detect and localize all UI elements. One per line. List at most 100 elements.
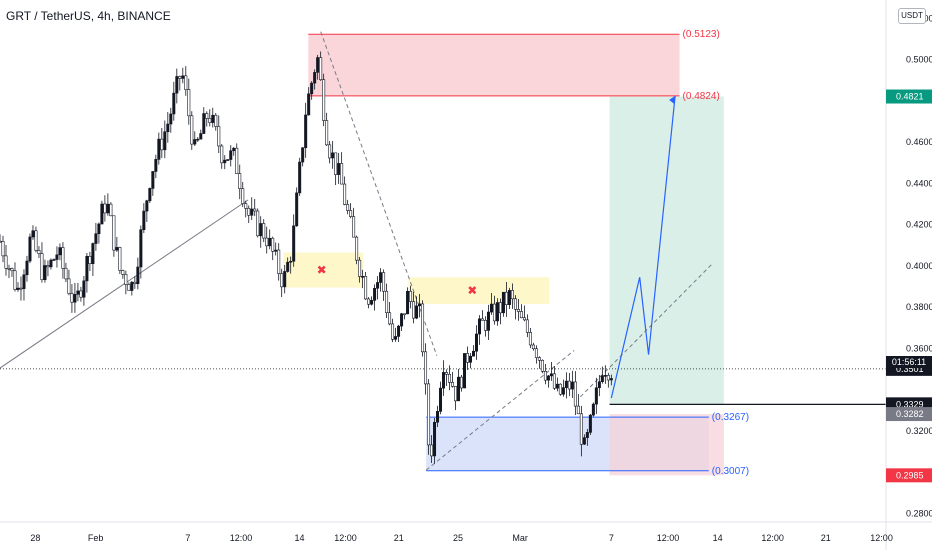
candle-body	[409, 290, 413, 302]
candle-body	[543, 371, 547, 381]
candle-body	[7, 268, 11, 270]
candle-body	[567, 380, 571, 390]
time-tick-label: 25	[453, 533, 463, 543]
candle-body	[370, 300, 374, 305]
candle-body	[241, 188, 245, 204]
candle-body	[166, 123, 170, 133]
projection-path	[610, 95, 676, 399]
candle-body	[424, 351, 428, 385]
candle-body	[367, 298, 371, 305]
price-tick-label: 0.4200	[906, 220, 932, 230]
candle-body	[588, 414, 592, 433]
candle-body	[217, 126, 221, 147]
candle-body	[376, 282, 380, 289]
candle-body	[307, 93, 311, 116]
symbol-title[interactable]: GRT / TetherUS, 4h, BINANCE	[6, 9, 171, 23]
candle-body	[489, 303, 493, 313]
candle-body	[55, 254, 59, 260]
candle-body	[397, 325, 401, 337]
candle-body	[585, 432, 589, 438]
time-tick-label: 21	[821, 533, 831, 543]
candle-body	[280, 273, 284, 288]
candle-body	[199, 133, 203, 140]
candle-body	[561, 387, 565, 395]
candle-body	[516, 308, 520, 312]
candle-body	[136, 266, 140, 285]
price-label-3: 0.3282	[896, 409, 924, 419]
candle-body	[439, 387, 443, 412]
price-tick-label: 0.5000	[906, 55, 932, 65]
candle-body	[268, 237, 272, 247]
time-tick-label: 28	[30, 533, 40, 543]
candle-body	[358, 259, 362, 277]
candle-body	[211, 114, 215, 123]
candle-body	[486, 311, 490, 331]
candle-body	[19, 287, 23, 290]
candle-body	[355, 236, 359, 261]
zones-layer: (0.5123) (0.4824) (0.3267) (0.3007)	[283, 29, 749, 477]
candle-body	[603, 375, 607, 377]
candle-body	[298, 161, 302, 194]
candle-body	[151, 171, 155, 189]
price-tick-label: 0.3600	[906, 343, 932, 353]
candle-body	[448, 373, 452, 383]
candle-body	[555, 383, 559, 389]
candle-body	[253, 208, 257, 212]
candle-body	[343, 183, 347, 205]
candle-body	[316, 57, 320, 73]
candle-body	[0, 240, 2, 243]
candle-body	[10, 268, 14, 272]
candle-body	[528, 332, 532, 346]
candle-body	[513, 298, 517, 310]
price-label-2: 0.3329	[896, 399, 924, 409]
time-tick-label: Mar	[512, 533, 528, 543]
candle-body	[436, 411, 440, 423]
candle-body	[160, 138, 164, 151]
candle-body	[94, 233, 98, 244]
candle-body	[76, 290, 80, 295]
candle-body	[256, 210, 260, 237]
price-tick-label: 0.3200	[906, 426, 932, 436]
candle-body	[283, 271, 287, 288]
candle-body	[477, 318, 481, 335]
candle-body	[232, 147, 236, 152]
candle-body	[337, 163, 341, 175]
candle-body	[106, 203, 110, 214]
price-tick-label: 0.2800	[906, 508, 932, 518]
candle-body	[274, 249, 278, 252]
candle-body	[582, 437, 586, 445]
candle-body	[91, 243, 95, 264]
candle-body	[525, 319, 529, 333]
candle-body	[205, 113, 209, 119]
candle-body	[304, 114, 308, 149]
candle-body	[594, 387, 598, 405]
currency-badge[interactable]: USDT	[898, 8, 926, 24]
candle-body	[427, 383, 431, 446]
time-tick-label: 12:00	[870, 533, 893, 543]
candle-body	[49, 259, 53, 268]
trendline-2	[425, 350, 575, 471]
level-label-0: (0.5123)	[683, 29, 720, 40]
candle-body	[190, 115, 194, 145]
candle-body	[495, 302, 499, 322]
candle-body	[373, 287, 377, 301]
candle-body	[67, 278, 71, 294]
candle-body	[28, 236, 32, 262]
candle-body	[289, 260, 293, 263]
price-label-0: 0.4821	[896, 92, 924, 102]
candle-body	[552, 373, 556, 389]
time-tick-label: 12:00	[657, 533, 680, 543]
candle-body	[498, 302, 502, 314]
candle-body	[597, 381, 601, 389]
candle-body	[4, 255, 8, 269]
candle-body	[193, 139, 197, 145]
candle-body	[88, 255, 92, 264]
candle-body	[457, 376, 461, 402]
price-label-box	[886, 89, 932, 104]
candle-body	[573, 381, 577, 407]
candle-body	[537, 357, 541, 361]
candle-body	[418, 303, 422, 307]
candle-body	[609, 378, 613, 381]
candle-body	[328, 144, 332, 159]
